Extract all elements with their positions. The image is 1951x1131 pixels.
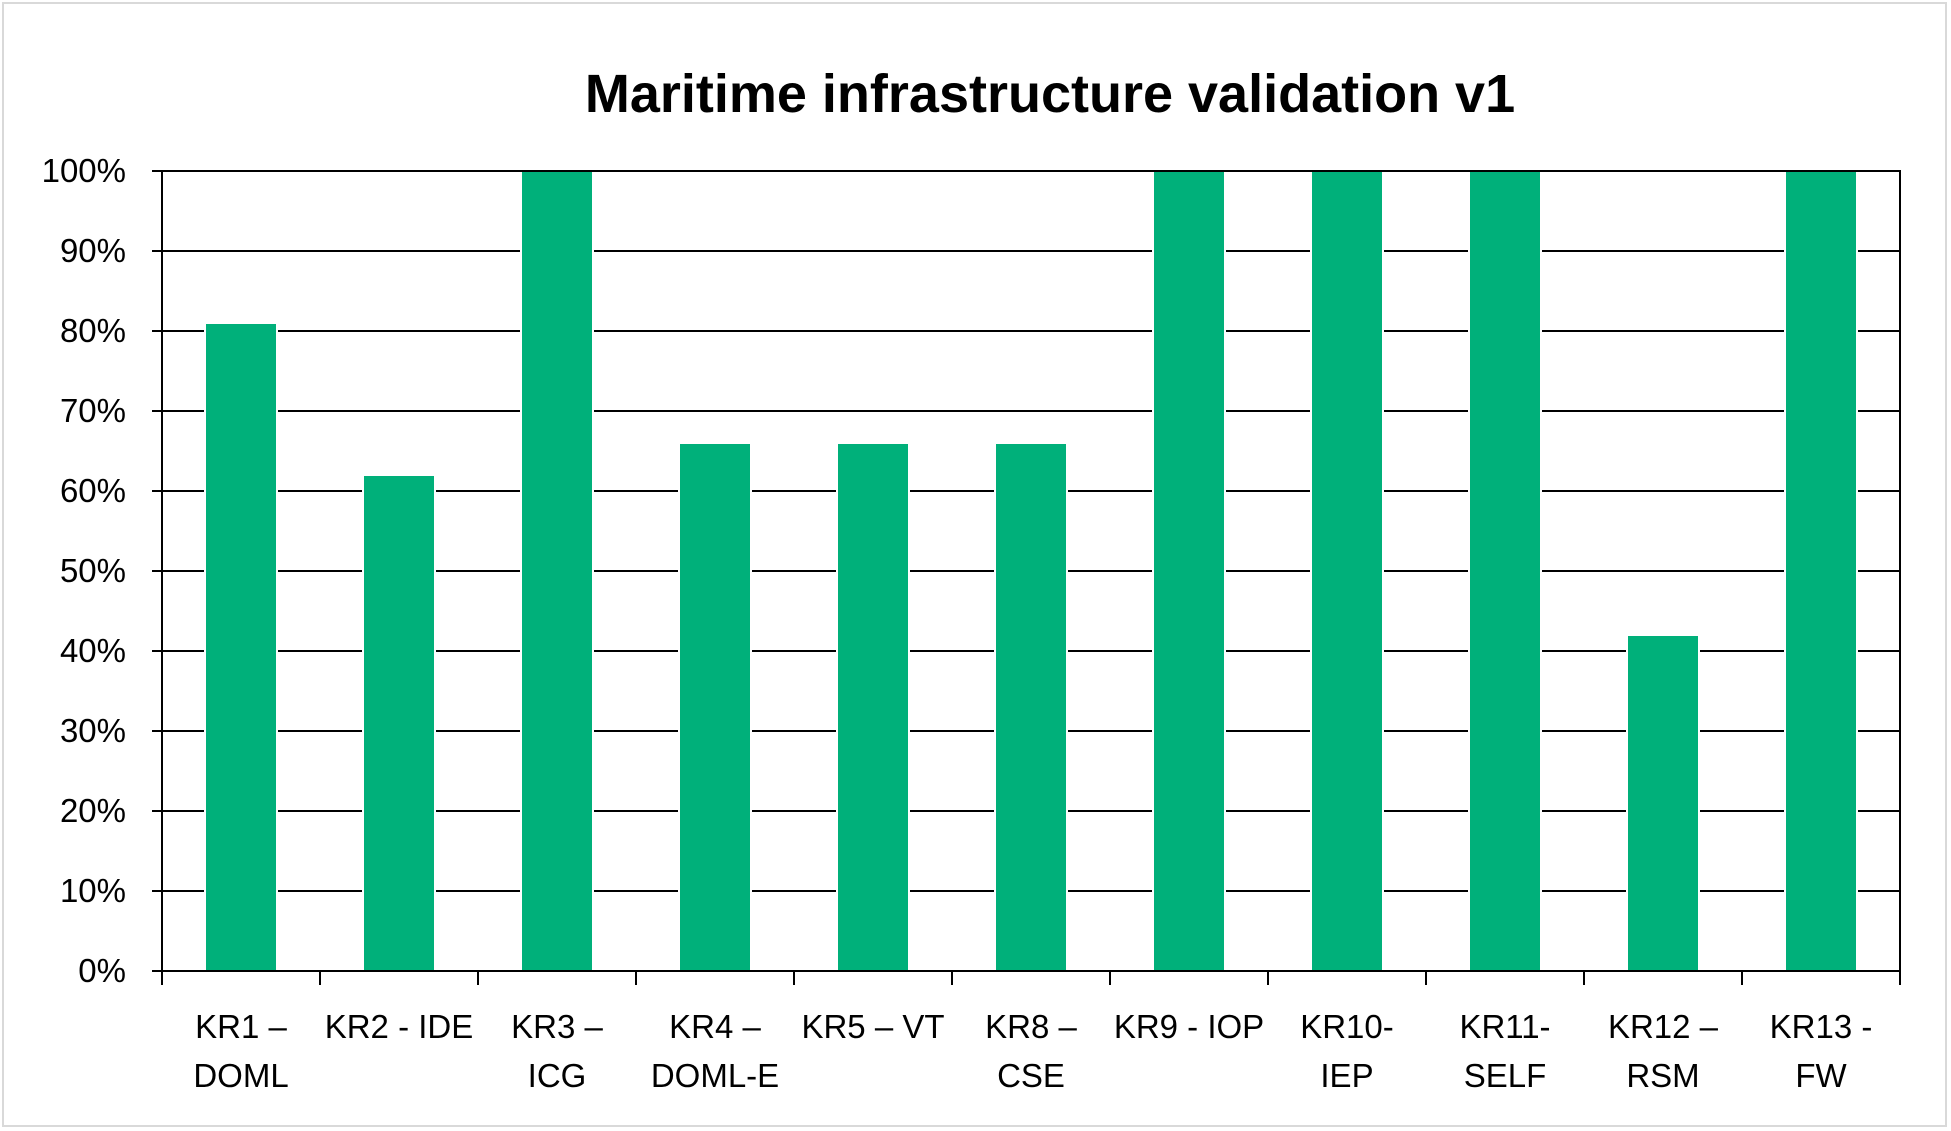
- x-category-label-line: ICG: [528, 1057, 587, 1094]
- chart-title: Maritime infrastructure validation v1: [585, 64, 1515, 124]
- y-tick-label: 0%: [78, 952, 126, 989]
- x-category-label-line: RSM: [1626, 1057, 1699, 1094]
- bars: [204, 170, 1858, 972]
- y-tick-label: 70%: [60, 392, 126, 429]
- y-tick-label: 40%: [60, 632, 126, 669]
- x-category-label-line: KR5 – VT: [801, 1008, 944, 1045]
- x-category-label: KR10- IEP: [1300, 1008, 1394, 1094]
- bar-8: [1310, 170, 1384, 972]
- x-category-label-line: CSE: [997, 1057, 1065, 1094]
- bar-11: [1784, 170, 1858, 972]
- x-category-label: KR2 - IDE: [325, 1008, 474, 1045]
- x-category-label-line: KR9 - IOP: [1114, 1008, 1264, 1045]
- x-category-label: KR5 – VT: [801, 1008, 944, 1045]
- bar-6: [994, 442, 1068, 972]
- x-category-label-line: DOML: [193, 1057, 288, 1094]
- bar-9: [1468, 170, 1542, 972]
- bar-2: [362, 474, 436, 972]
- y-tick-label: 90%: [60, 232, 126, 269]
- y-tick-label: 60%: [60, 472, 126, 509]
- x-category-label-line: KR3 –: [511, 1008, 603, 1045]
- bar-1: [204, 322, 278, 972]
- x-category-label-line: FW: [1795, 1057, 1847, 1094]
- y-tick-label: 10%: [60, 872, 126, 909]
- x-category-label: KR1 – DOML: [193, 1008, 288, 1094]
- x-category-label-line: KR4 –: [669, 1008, 761, 1045]
- bar-4: [678, 442, 752, 972]
- x-category-label: KR4 – DOML-E: [651, 1008, 779, 1094]
- x-category-label-line: KR2 - IDE: [325, 1008, 474, 1045]
- x-category-label: KR11- SELF: [1459, 1008, 1550, 1094]
- y-axis-tick-labels: 0% 10% 20% 30% 40% 50% 60% 70% 80% 90% 100%: [42, 152, 126, 989]
- y-tick-label: 20%: [60, 792, 126, 829]
- x-category-label: KR13 - FW: [1770, 1008, 1873, 1094]
- x-category-label-line: KR1 –: [195, 1008, 287, 1045]
- x-axis-tick-labels: KR1 – DOML KR2 - IDE KR3 – ICG KR4 – DOML-E KR5…: [193, 1008, 1872, 1094]
- x-category-label-line: SELF: [1464, 1057, 1547, 1094]
- y-tick-label: 30%: [60, 712, 126, 749]
- bar-3: [520, 170, 594, 972]
- y-tick-label: 50%: [60, 552, 126, 589]
- bar-10: [1626, 634, 1700, 972]
- bar-7: [1152, 170, 1226, 972]
- x-category-label: KR12 – RSM: [1608, 1008, 1719, 1094]
- y-tick-label: 100%: [42, 152, 126, 189]
- x-category-label-line: KR13 -: [1770, 1008, 1873, 1045]
- x-category-label-line: KR12 –: [1608, 1008, 1719, 1045]
- y-tick-label: 80%: [60, 312, 126, 349]
- x-category-label: KR3 – ICG: [511, 1008, 603, 1094]
- x-category-label-line: KR11-: [1459, 1008, 1550, 1045]
- axes: [152, 170, 1901, 985]
- x-category-label-line: KR8 –: [985, 1008, 1077, 1045]
- x-category-label-line: KR10-: [1300, 1008, 1394, 1045]
- x-category-label-line: DOML-E: [651, 1057, 779, 1094]
- x-category-label: KR9 - IOP: [1114, 1008, 1264, 1045]
- x-category-label-line: IEP: [1320, 1057, 1373, 1094]
- x-category-label: KR8 – CSE: [985, 1008, 1077, 1094]
- bar-5: [836, 442, 910, 972]
